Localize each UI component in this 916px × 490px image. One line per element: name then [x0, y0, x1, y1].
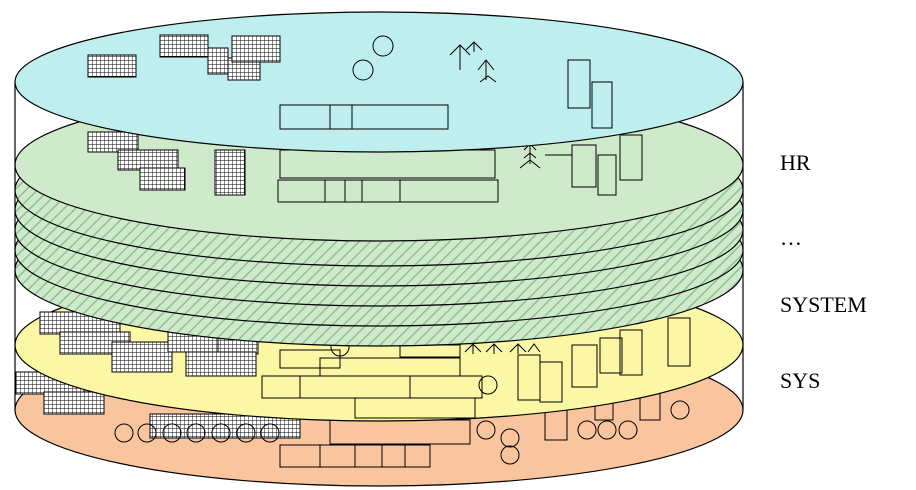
- hr-label: HR: [780, 150, 811, 175]
- ellipsis-label: …: [780, 225, 802, 250]
- rectangle-icon: [279, 59, 613, 130]
- circle-icon: [352, 35, 394, 81]
- system-label: SYSTEM: [780, 292, 867, 317]
- top-layer: [14, 11, 744, 153]
- sys-label: SYS: [780, 368, 821, 393]
- circle-icon: [114, 400, 690, 465]
- grid-block-icon: [87, 34, 281, 81]
- grid-block-icon: [87, 131, 246, 196]
- tree-icon: [449, 41, 497, 83]
- rectangle-icon: [261, 317, 691, 419]
